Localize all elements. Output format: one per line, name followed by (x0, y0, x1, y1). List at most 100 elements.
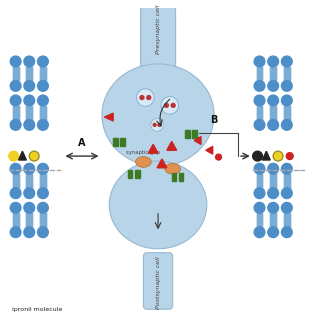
Circle shape (24, 188, 35, 198)
Bar (113, 138, 118, 146)
Bar (13, 213, 19, 227)
Bar (40, 213, 46, 227)
Text: A: A (78, 138, 86, 148)
Bar (13, 106, 19, 119)
Polygon shape (194, 137, 201, 144)
Bar (257, 174, 262, 188)
Circle shape (37, 227, 48, 237)
Polygon shape (19, 151, 26, 160)
Text: ipronil molecule: ipronil molecule (12, 307, 62, 312)
Circle shape (268, 56, 278, 67)
Bar (257, 106, 262, 119)
Bar (13, 67, 19, 81)
Bar (270, 67, 276, 81)
Circle shape (282, 56, 292, 67)
Bar (257, 213, 262, 227)
Bar (270, 174, 276, 188)
Circle shape (268, 203, 278, 213)
Circle shape (253, 151, 262, 161)
Circle shape (10, 164, 21, 174)
Circle shape (24, 227, 35, 237)
Circle shape (24, 119, 35, 130)
Polygon shape (167, 141, 177, 150)
FancyBboxPatch shape (140, 6, 176, 76)
Circle shape (254, 227, 265, 237)
Text: synaptic gap: synaptic gap (126, 150, 160, 155)
Circle shape (282, 81, 292, 91)
Circle shape (10, 56, 21, 67)
Circle shape (268, 81, 278, 91)
Circle shape (254, 164, 265, 174)
Circle shape (10, 81, 21, 91)
Text: Postsynaptic cell: Postsynaptic cell (156, 257, 161, 309)
Circle shape (37, 81, 48, 91)
Bar (257, 67, 262, 81)
Bar (284, 174, 290, 188)
Bar (26, 106, 32, 119)
Circle shape (24, 203, 35, 213)
Circle shape (282, 227, 292, 237)
Bar (172, 173, 176, 181)
Bar (26, 174, 32, 188)
FancyBboxPatch shape (143, 253, 173, 309)
Circle shape (254, 56, 265, 67)
Bar (257, 213, 262, 227)
Circle shape (254, 203, 265, 213)
Circle shape (137, 89, 154, 106)
Bar (13, 174, 19, 188)
Ellipse shape (109, 161, 207, 249)
Circle shape (268, 119, 278, 130)
Circle shape (286, 153, 293, 159)
Circle shape (37, 56, 48, 67)
Bar (270, 213, 276, 227)
Circle shape (10, 188, 21, 198)
Bar (257, 67, 262, 81)
Bar (270, 106, 276, 119)
Circle shape (10, 95, 21, 106)
Bar (284, 106, 290, 119)
Bar (40, 67, 46, 81)
Bar (13, 213, 19, 227)
Circle shape (268, 227, 278, 237)
Bar (26, 174, 32, 188)
Bar (284, 106, 290, 119)
Bar (270, 67, 276, 81)
Bar (284, 213, 290, 227)
Circle shape (37, 164, 48, 174)
Bar (270, 213, 276, 227)
Circle shape (282, 119, 292, 130)
Bar (26, 213, 32, 227)
Bar (26, 106, 32, 119)
Ellipse shape (136, 156, 151, 167)
Circle shape (24, 164, 35, 174)
Bar (13, 67, 19, 81)
Bar (13, 174, 19, 188)
Circle shape (153, 124, 156, 126)
Circle shape (216, 154, 221, 160)
Bar (40, 106, 46, 119)
Bar (284, 67, 290, 81)
Circle shape (37, 119, 48, 130)
Circle shape (24, 95, 35, 106)
Polygon shape (104, 113, 113, 121)
Bar (257, 106, 262, 119)
Bar (40, 174, 46, 188)
Circle shape (158, 124, 161, 126)
Bar (284, 174, 290, 188)
Circle shape (254, 95, 265, 106)
Circle shape (9, 151, 19, 161)
Circle shape (171, 103, 175, 107)
Bar (284, 213, 290, 227)
Bar (26, 67, 32, 81)
Circle shape (164, 103, 168, 107)
Text: Presynaptic cell: Presynaptic cell (156, 4, 161, 54)
Circle shape (147, 96, 151, 100)
Circle shape (10, 119, 21, 130)
Circle shape (10, 227, 21, 237)
Circle shape (37, 203, 48, 213)
Circle shape (140, 96, 144, 100)
Bar (270, 174, 276, 188)
Bar (40, 213, 46, 227)
Circle shape (161, 97, 179, 114)
Bar (26, 67, 32, 81)
